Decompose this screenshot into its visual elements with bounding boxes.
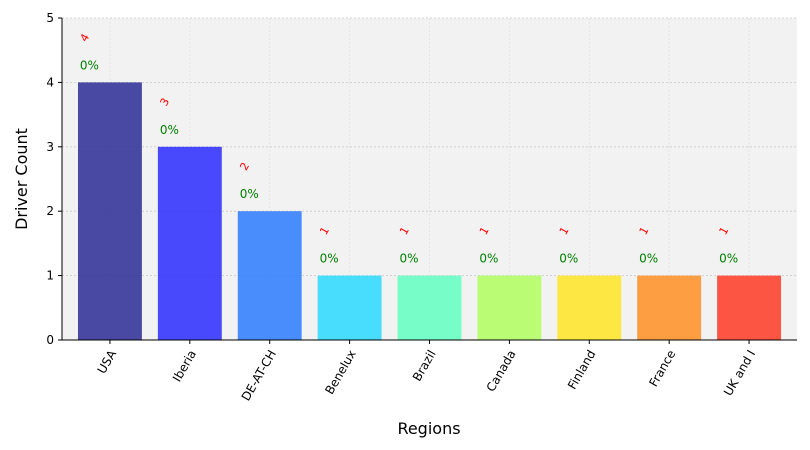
percent-label: 0% (719, 252, 738, 266)
y-axis-label: Driver Count (12, 128, 31, 230)
x-tick-label: DE-AT-CH (239, 348, 279, 404)
bar-finland (557, 275, 622, 340)
x-tick-label: Iberia (170, 348, 199, 385)
bar-benelux (317, 275, 382, 340)
x-tick-label: UK and I (721, 348, 758, 399)
percent-label: 0% (320, 252, 339, 266)
x-axis-label: Regions (397, 419, 460, 438)
bar-iberia (157, 146, 222, 340)
bar-canada (477, 275, 542, 340)
percent-label: 0% (559, 252, 578, 266)
x-tick-label: Finland (565, 348, 599, 392)
y-tick-label: 1 (46, 269, 54, 283)
bars (77, 82, 782, 341)
percent-label: 0% (240, 187, 259, 201)
x-tick-label: Brazil (410, 348, 439, 384)
bar-uk-and-i (717, 275, 782, 340)
percent-label: 0% (479, 252, 498, 266)
x-axis-ticks: USA Iberia DE-AT-CH Benelux Brazil Canada Finl… (95, 340, 758, 404)
y-axis-ticks: 0 1 2 3 4 5 (46, 11, 62, 347)
x-tick-label: France (646, 348, 678, 390)
x-tick-label: USA (95, 347, 120, 376)
y-tick-label: 4 (46, 75, 54, 89)
data-labels: 40%30%20%10%10%10%10%10%10% (78, 31, 739, 265)
y-tick-label: 5 (46, 11, 54, 25)
x-tick-label: Canada (484, 348, 519, 395)
percent-label: 0% (400, 252, 419, 266)
y-tick-label: 2 (46, 204, 54, 218)
y-tick-label: 3 (46, 140, 54, 154)
x-tick-label: Benelux (322, 348, 358, 397)
bar-france (637, 275, 702, 340)
bar-usa (77, 82, 142, 341)
bar-brazil (397, 275, 462, 340)
percent-label: 0% (639, 252, 658, 266)
percent-label: 0% (80, 58, 99, 72)
percent-label: 0% (160, 123, 179, 137)
bar-de-at-ch (237, 211, 302, 340)
y-tick-label: 0 (46, 333, 54, 347)
